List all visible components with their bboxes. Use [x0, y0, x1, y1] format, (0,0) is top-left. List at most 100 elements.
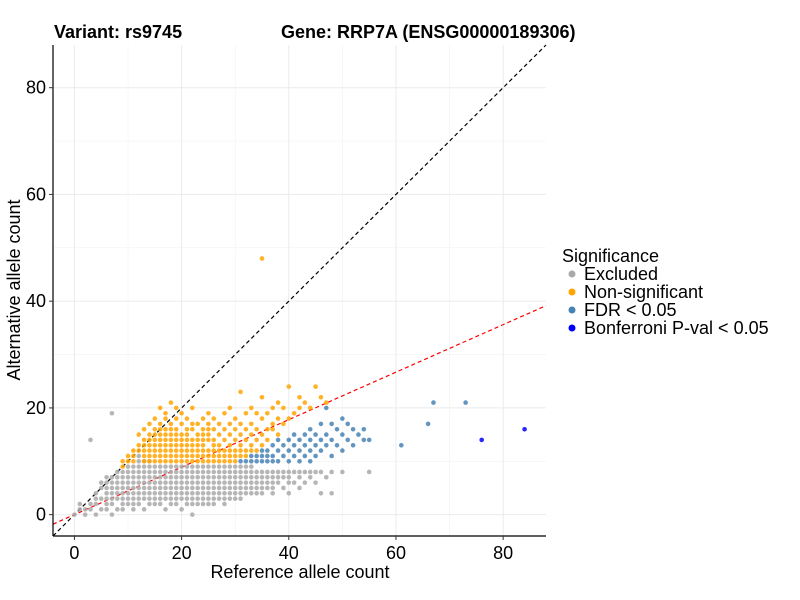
data-point: [227, 464, 233, 469]
data-point: [147, 442, 152, 448]
data-point: [275, 458, 281, 464]
data-point: [340, 448, 345, 453]
data-point: [318, 437, 324, 443]
data-point: [431, 400, 436, 405]
data-point: [168, 448, 174, 453]
data-point: [216, 491, 222, 496]
data-point: [147, 485, 152, 491]
data-point: [286, 469, 292, 475]
data-point: [147, 501, 152, 507]
data-point: [157, 405, 163, 411]
data-point: [163, 474, 168, 480]
data-point: [243, 453, 249, 459]
data-point: [323, 474, 329, 480]
data-point: [115, 491, 120, 496]
data-point: [340, 416, 345, 421]
data-point: [109, 485, 115, 491]
data-point: [232, 491, 238, 496]
data-point: [184, 501, 190, 507]
data-point: [163, 464, 168, 469]
data-point: [216, 474, 222, 480]
data-point: [120, 474, 125, 480]
data-point: [179, 474, 184, 480]
data-point: [200, 501, 206, 507]
data-point: [425, 421, 431, 427]
data-point: [286, 416, 292, 421]
data-point: [270, 458, 276, 464]
data-point: [120, 480, 125, 485]
data-point: [227, 405, 233, 411]
data-point: [281, 421, 286, 427]
data-point: [254, 453, 259, 459]
data-point: [206, 480, 211, 485]
data-point: [238, 389, 243, 395]
data-point: [281, 405, 286, 411]
axes: [52, 45, 546, 537]
data-point: [195, 496, 200, 501]
data-point: [302, 442, 308, 448]
data-point: [265, 480, 270, 485]
data-point: [206, 421, 211, 427]
data-point: [270, 491, 276, 496]
data-point: [147, 464, 152, 469]
data-point: [329, 469, 334, 475]
data-point: [313, 384, 318, 389]
data-point: [329, 437, 334, 443]
data-point: [270, 426, 276, 432]
data-point: [147, 480, 152, 485]
data-point: [141, 458, 147, 464]
data-point: [345, 421, 351, 427]
data-point: [366, 469, 372, 475]
data-point: [109, 501, 115, 507]
data-point: [168, 458, 174, 464]
data-point: [291, 410, 297, 416]
data-point: [222, 464, 227, 469]
data-point: [479, 437, 484, 443]
data-point: [131, 464, 136, 469]
data-point: [168, 442, 174, 448]
data-point: [168, 485, 174, 491]
data-point: [82, 507, 88, 512]
data-point: [211, 453, 217, 459]
data-point: [152, 501, 158, 507]
data-point: [227, 453, 233, 459]
data-point: [141, 491, 147, 496]
data-point: [254, 485, 259, 491]
data-point: [286, 448, 292, 453]
data-point: [206, 448, 211, 453]
data-point: [302, 453, 308, 459]
data-point: [179, 480, 184, 485]
data-point: [131, 448, 136, 453]
data-point: [147, 458, 152, 464]
data-point: [131, 507, 136, 512]
data-point: [200, 426, 206, 432]
x-tick-label: 40: [279, 543, 299, 563]
data-point: [238, 480, 243, 485]
y-tick-label: 0: [36, 505, 46, 525]
data-point: [152, 458, 158, 464]
data-point: [270, 442, 276, 448]
data-point: [141, 426, 147, 432]
data-point: [286, 384, 292, 389]
data-point: [98, 485, 104, 491]
data-point: [163, 426, 168, 432]
data-point: [286, 437, 292, 443]
data-point: [173, 480, 179, 485]
data-point: [147, 496, 152, 501]
data-point: [270, 480, 276, 485]
data-point: [184, 485, 190, 491]
data-point: [243, 410, 249, 416]
data-point: [163, 469, 168, 475]
data-point: [232, 496, 238, 501]
data-point: [120, 501, 125, 507]
data-point: [254, 469, 259, 475]
data-point: [115, 469, 120, 475]
data-point: [211, 426, 217, 432]
data-point: [184, 416, 190, 421]
data-point: [152, 432, 158, 437]
data-point: [195, 485, 200, 491]
data-point: [131, 474, 136, 480]
data-point: [206, 437, 211, 443]
data-point: [281, 442, 286, 448]
